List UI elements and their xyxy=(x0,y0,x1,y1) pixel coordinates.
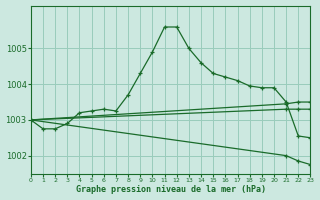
X-axis label: Graphe pression niveau de la mer (hPa): Graphe pression niveau de la mer (hPa) xyxy=(76,185,266,194)
